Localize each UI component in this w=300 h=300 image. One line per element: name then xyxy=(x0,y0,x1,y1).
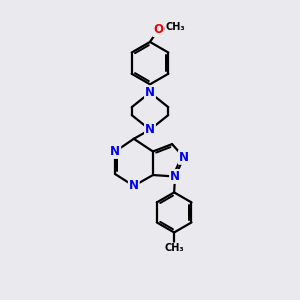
Text: N: N xyxy=(129,179,139,192)
Text: CH₃: CH₃ xyxy=(164,243,184,253)
Text: N: N xyxy=(179,151,189,164)
Text: CH₃: CH₃ xyxy=(165,22,185,32)
Text: N: N xyxy=(170,170,180,183)
Text: N: N xyxy=(110,145,120,158)
Text: O: O xyxy=(153,23,163,36)
Text: N: N xyxy=(145,123,155,136)
Text: N: N xyxy=(145,86,155,99)
